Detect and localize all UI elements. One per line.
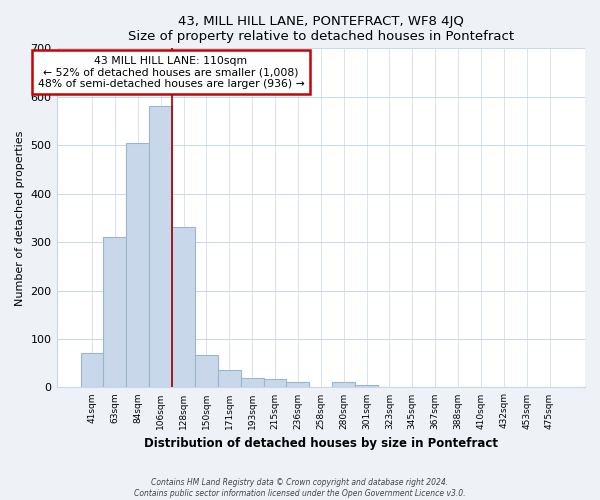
Bar [241,378,263,388]
Bar [195,355,218,388]
Bar [80,352,103,388]
Bar [355,385,378,388]
Bar [218,370,241,388]
Bar [172,226,195,388]
Bar [286,382,310,388]
Text: 43 MILL HILL LANE: 110sqm
← 52% of detached houses are smaller (1,008)
48% of se: 43 MILL HILL LANE: 110sqm ← 52% of detac… [38,56,304,89]
X-axis label: Distribution of detached houses by size in Pontefract: Distribution of detached houses by size … [144,437,498,450]
Title: 43, MILL HILL LANE, PONTEFRACT, WF8 4JQ
Size of property relative to detached ho: 43, MILL HILL LANE, PONTEFRACT, WF8 4JQ … [128,15,514,43]
Bar [149,106,172,388]
Bar [263,378,286,388]
Text: Contains HM Land Registry data © Crown copyright and database right 2024.
Contai: Contains HM Land Registry data © Crown c… [134,478,466,498]
Bar [127,143,149,388]
Y-axis label: Number of detached properties: Number of detached properties [15,130,25,306]
Bar [103,238,127,388]
Bar [332,382,355,388]
